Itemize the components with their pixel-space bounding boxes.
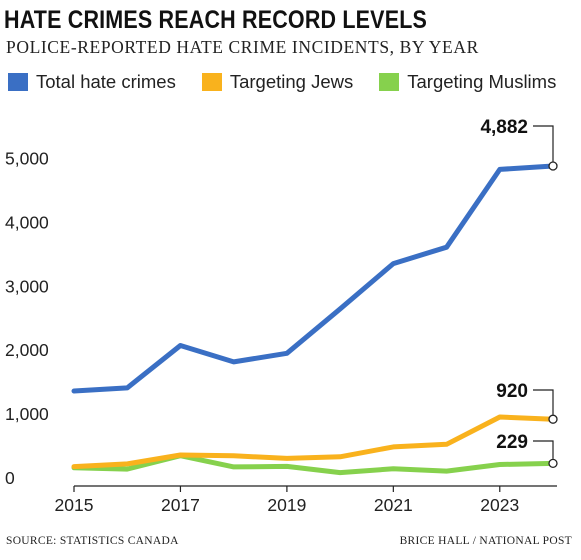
end-point-marker bbox=[548, 414, 558, 424]
credit-note: BRICE HALL / NATIONAL POST bbox=[399, 535, 572, 547]
x-axis-ticks: 2015 2017 2019 2021 2023 bbox=[55, 486, 519, 515]
source-note: SOURCE: STATISTICS CANADA bbox=[6, 535, 179, 547]
y-tick-label: 4,000 bbox=[5, 212, 49, 232]
legend-label-jews: Targeting Jews bbox=[229, 71, 354, 92]
legend-swatch-total bbox=[8, 73, 28, 91]
end-point-marker bbox=[548, 161, 558, 171]
y-tick-label: 0 bbox=[5, 468, 15, 488]
x-tick-label: 2019 bbox=[267, 495, 306, 515]
x-tick-label: 2017 bbox=[161, 495, 200, 515]
series-line-0 bbox=[71, 163, 556, 394]
series-line-1 bbox=[71, 414, 556, 470]
legend-label-muslims: Targeting Muslims bbox=[407, 71, 557, 92]
legend-item-total: Total hate crimes bbox=[8, 71, 176, 93]
end-connector bbox=[533, 389, 554, 415]
legend-swatch-muslims bbox=[379, 73, 400, 91]
x-tick-label: 2015 bbox=[55, 495, 94, 515]
x-tick-label: 2021 bbox=[374, 495, 413, 515]
legend-label-total: Total hate crimes bbox=[36, 71, 176, 92]
end-connector bbox=[533, 440, 554, 459]
x-tick-label: 2023 bbox=[480, 495, 519, 515]
legend: Total hate crimes Targeting Jews Targeti… bbox=[8, 71, 581, 93]
y-axis-ticks: 0 1,000 2,000 3,000 4,000 5,000 bbox=[5, 148, 49, 488]
legend-swatch-jews bbox=[201, 73, 222, 91]
chart-subtitle: POLICE-REPORTED HATE CRIME INCIDENTS, BY… bbox=[6, 37, 479, 57]
end-label: 920 bbox=[496, 381, 528, 402]
end-connector bbox=[533, 125, 554, 162]
series-line-2 bbox=[71, 453, 556, 476]
end-label: 4,882 bbox=[480, 117, 528, 138]
y-tick-label: 2,000 bbox=[5, 340, 49, 360]
end-callouts: 4,882 920 229 bbox=[480, 117, 558, 469]
legend-item-muslims: Targeting Muslims bbox=[379, 71, 556, 93]
end-point-marker bbox=[548, 458, 558, 469]
chart-title: HATE CRIMES REACH RECORD LEVELS bbox=[4, 6, 428, 34]
y-tick-label: 5,000 bbox=[5, 148, 49, 168]
legend-item-jews: Targeting Jews bbox=[201, 71, 354, 93]
series-lines bbox=[71, 163, 556, 476]
y-tick-label: 1,000 bbox=[5, 404, 49, 424]
y-tick-label: 3,000 bbox=[5, 276, 49, 296]
end-label: 229 bbox=[496, 432, 528, 453]
